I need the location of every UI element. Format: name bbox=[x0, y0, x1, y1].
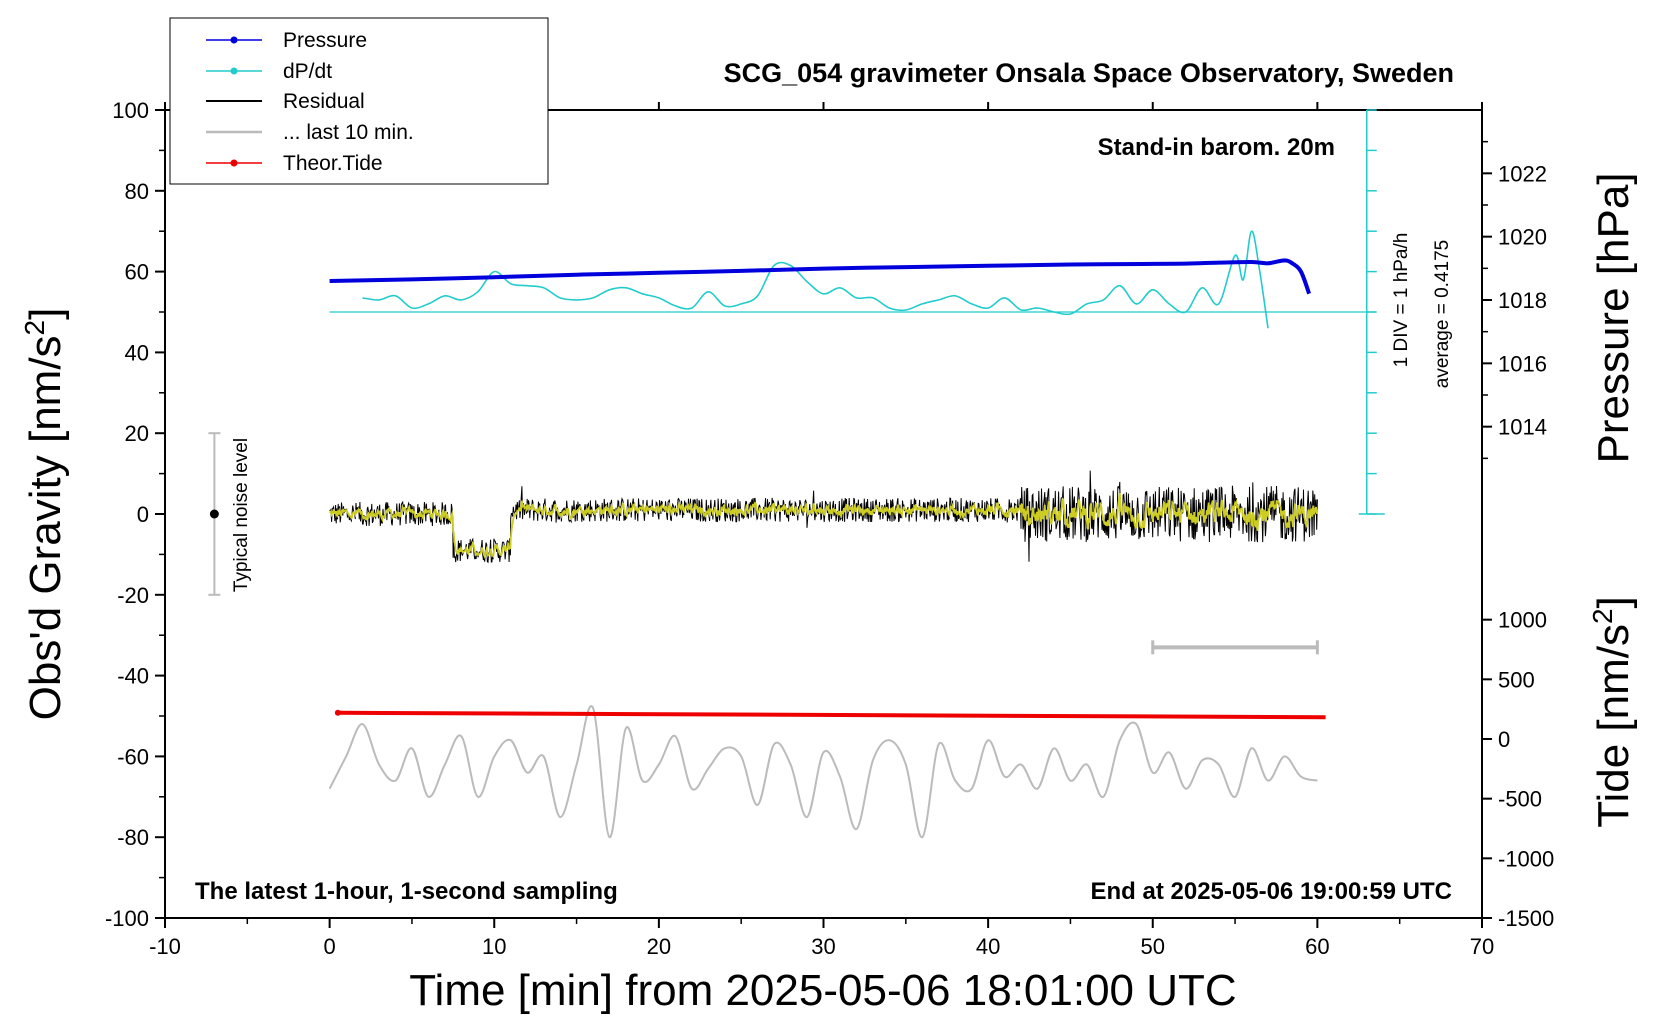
y-tick-label-2: -60 bbox=[117, 744, 149, 769]
series-residual-smoothed bbox=[328, 493, 1319, 560]
y-axis-title-tide-end: ] bbox=[1589, 596, 1638, 608]
legend-pressure-marker bbox=[230, 36, 238, 44]
tide-tick-label-4: 500 bbox=[1498, 667, 1535, 692]
y-tick-label-1: -80 bbox=[117, 825, 149, 850]
footer-right-note: End at 2025-05-06 19:00:59 UTC bbox=[1091, 878, 1453, 905]
series-theor-tide-start bbox=[334, 709, 341, 716]
div-label: 1 DIV = 1 hPa/h bbox=[1391, 233, 1412, 368]
y-axis-title-left-sup: 2 bbox=[19, 320, 50, 336]
y-tick-label-4: -20 bbox=[117, 583, 149, 608]
y-tick-label-0: -100 bbox=[105, 906, 149, 931]
x-axis-title: Time [min] from 2025-05-06 18:01:00 UTC bbox=[409, 966, 1236, 1015]
y-axis-title-tide-main: Tide [nm/s bbox=[1589, 624, 1638, 828]
tide-tick-label-1: -1000 bbox=[1498, 846, 1554, 871]
series-last-10-min bbox=[328, 705, 1318, 839]
y-tick-label-6: 20 bbox=[125, 421, 149, 446]
tide-tick-label-0: -1500 bbox=[1498, 906, 1554, 931]
legend-tide-marker bbox=[230, 159, 238, 167]
series-layer bbox=[208, 109, 1385, 839]
legend-dpdt-marker bbox=[230, 67, 238, 75]
x-tick-label-1: 0 bbox=[324, 934, 336, 959]
legend-last10-label: ... last 10 min. bbox=[283, 121, 414, 144]
average-label: average = 0.4175 bbox=[1432, 240, 1453, 388]
y-tick-label-9: 80 bbox=[125, 179, 149, 204]
chart-title: SCG_054 gravimeter Onsala Space Observat… bbox=[724, 58, 1454, 88]
legend-residual-label: Residual bbox=[283, 90, 365, 113]
x-tick-label-8: 70 bbox=[1470, 934, 1494, 959]
y-axis-title-left-main: Obs'd Gravity [nm/s bbox=[21, 335, 70, 720]
noise-bar-center bbox=[209, 509, 219, 519]
tide-tick-label-3: 0 bbox=[1498, 727, 1510, 752]
x-tick-label-6: 50 bbox=[1141, 934, 1165, 959]
legend-pressure-label: Pressure bbox=[283, 29, 367, 52]
x-tick-label-3: 20 bbox=[647, 934, 671, 959]
series-theor-tide bbox=[337, 710, 1326, 720]
tide-tick-label-5: 1000 bbox=[1498, 608, 1547, 633]
series-pressure bbox=[329, 258, 1311, 295]
series-dpdt bbox=[362, 230, 1269, 329]
legend-dpdt-label: dP/dt bbox=[283, 60, 332, 83]
legend-tide-label: Theor.Tide bbox=[283, 152, 383, 175]
pressure-tick-label-1: 1016 bbox=[1498, 351, 1547, 376]
tide-tick-label-2: -500 bbox=[1498, 787, 1542, 812]
barometer-note: Stand-in barom. 20m bbox=[1098, 134, 1335, 161]
x-tick-label-4: 30 bbox=[811, 934, 835, 959]
noise-label: Typical noise level bbox=[231, 438, 252, 592]
x-tick-label-7: 60 bbox=[1305, 934, 1329, 959]
y-tick-label-3: -40 bbox=[117, 664, 149, 689]
legend: Pressure dP/dt Residual ... last 10 min.… bbox=[169, 17, 549, 185]
pressure-tick-label-4: 1022 bbox=[1498, 161, 1547, 186]
axis-ticks: -10 0 10 20 30 40 50 60 70-100-80-60-40-20020406… bbox=[105, 98, 1554, 959]
pressure-tick-label-2: 1018 bbox=[1498, 288, 1547, 313]
x-tick-label-5: 40 bbox=[976, 934, 1000, 959]
footer-left-note: The latest 1-hour, 1-second sampling bbox=[195, 878, 618, 905]
y-axis-title-left-end: ] bbox=[21, 308, 70, 320]
y-tick-label-7: 40 bbox=[125, 340, 149, 365]
x-tick-label-0: -10 bbox=[149, 934, 181, 959]
y-tick-label-5: 0 bbox=[137, 502, 149, 527]
y-axis-title-left: Obs'd Gravity [nm/s2] bbox=[19, 308, 70, 721]
y-axis-title-tide: Tide [nm/s2] bbox=[1587, 596, 1638, 828]
y-tick-label-8: 60 bbox=[125, 260, 149, 285]
x-tick-label-2: 10 bbox=[482, 934, 506, 959]
pressure-tick-label-3: 1020 bbox=[1498, 225, 1547, 250]
y-axis-title-pressure: Pressure [hPa] bbox=[1589, 172, 1638, 463]
pressure-tick-label-0: 1014 bbox=[1498, 415, 1547, 440]
y-axis-title-tide-sup: 2 bbox=[1587, 608, 1618, 624]
y-tick-label-10: 100 bbox=[112, 98, 149, 123]
